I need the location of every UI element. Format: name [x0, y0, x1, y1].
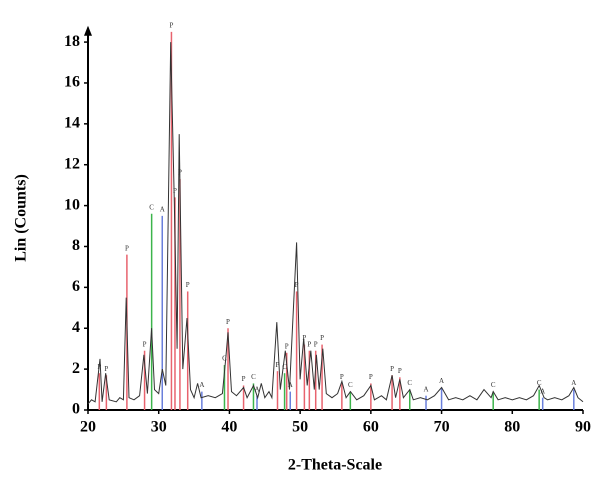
x-tick-label: 30: [151, 419, 167, 436]
y-tick-label: 10: [64, 196, 80, 213]
peak-label: C: [222, 355, 227, 363]
peak-label: A: [540, 387, 545, 395]
peak-label: P: [226, 318, 230, 326]
peak-label: P: [302, 334, 306, 342]
peak-label: P: [320, 334, 324, 342]
y-tick-label: 16: [64, 74, 80, 91]
y-tick-label: 4: [72, 319, 80, 336]
peak-label: P: [285, 342, 289, 350]
y-tick-label: 18: [64, 33, 80, 50]
peak-label: A: [571, 379, 576, 387]
peak-label: P: [340, 373, 344, 381]
peak-label: A: [288, 381, 293, 389]
peak-label: P: [390, 365, 394, 373]
y-tick-label: 0: [72, 401, 80, 418]
y-tick-label: 12: [64, 155, 80, 172]
peak-label: A: [254, 385, 259, 393]
peak-label: C: [491, 381, 496, 389]
y-tick-label: 6: [72, 278, 80, 295]
peak-label: P: [307, 340, 311, 348]
x-tick-label: 20: [80, 419, 96, 436]
peak-label: C: [282, 363, 287, 371]
peak-label: P: [125, 244, 129, 252]
peak-label: P: [169, 21, 173, 29]
peak-label: P: [143, 340, 147, 348]
pattern-line: [87, 42, 584, 405]
x-axis-title: 2-Theta-Scale: [288, 457, 382, 474]
peak-label: P: [104, 365, 108, 373]
y-tick-label: 8: [72, 237, 80, 254]
x-tick-label: 80: [504, 419, 520, 436]
peak-label: C: [407, 379, 412, 387]
x-tick-label: 60: [363, 419, 379, 436]
x-tick-label: 70: [434, 419, 450, 436]
x-tick-label: 50: [292, 419, 308, 436]
x-tick-label: 90: [575, 419, 591, 436]
peak-label: P: [314, 340, 318, 348]
peak-label: P: [398, 367, 402, 375]
y-tick-label: 2: [72, 360, 80, 377]
peak-label: A: [199, 381, 204, 389]
y-axis-title: Lin (Counts): [13, 174, 30, 262]
peak-label: C: [149, 203, 154, 211]
peak-label: P: [276, 361, 280, 369]
peak-label: A: [160, 205, 165, 213]
peak-label: P: [295, 281, 299, 289]
y-axis-arrow: [84, 25, 92, 36]
x-tick-label: 40: [221, 419, 237, 436]
peak-label: A: [423, 385, 428, 393]
peak-label: C: [251, 373, 256, 381]
peak-label: P: [186, 281, 190, 289]
peak-label: C: [537, 379, 542, 387]
y-tick-label: 14: [64, 115, 80, 132]
peak-label: P: [173, 187, 177, 195]
peak-label: P: [242, 375, 246, 383]
peak-label: C: [348, 381, 353, 389]
peak-label: P: [369, 373, 373, 381]
peak-label: A: [439, 377, 444, 385]
